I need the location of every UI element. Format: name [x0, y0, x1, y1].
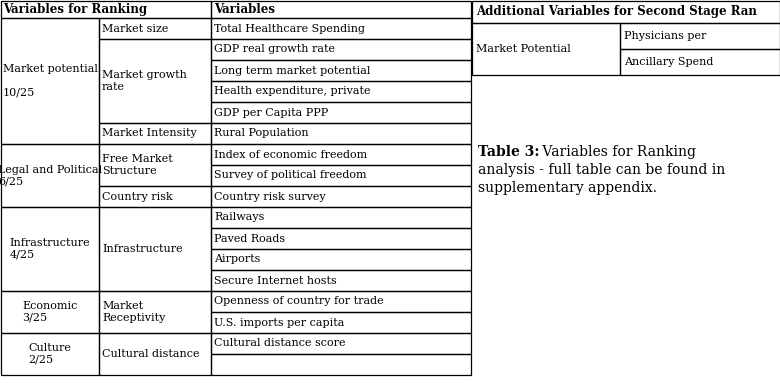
Text: Country risk survey: Country risk survey: [214, 192, 325, 201]
Bar: [99, 186, 211, 207]
Text: GDP real growth rate: GDP real growth rate: [214, 44, 335, 54]
Text: Physicians per: Physicians per: [624, 31, 707, 41]
Text: analysis - full table can be found in: analysis - full table can be found in: [478, 163, 725, 177]
Text: Cultural distance: Cultural distance: [102, 349, 200, 359]
Bar: [211, 354, 471, 375]
Bar: [1, 207, 99, 291]
Bar: [211, 312, 471, 333]
Text: Cultural distance score: Cultural distance score: [214, 339, 346, 349]
Text: Infrastructure
4/25: Infrastructure 4/25: [9, 238, 90, 260]
Bar: [211, 102, 471, 123]
Text: Market size: Market size: [102, 23, 168, 33]
Bar: [99, 291, 211, 333]
Text: Secure Internet hosts: Secure Internet hosts: [214, 275, 337, 285]
Text: Market Intensity: Market Intensity: [102, 129, 197, 139]
Bar: [211, 144, 471, 165]
Bar: [1, 1, 211, 18]
Text: Market potential

10/25: Market potential 10/25: [2, 64, 98, 98]
Text: Table 3:: Table 3:: [478, 145, 540, 159]
Text: Additional Variables for Second Stage Ran: Additional Variables for Second Stage Ra…: [476, 5, 757, 18]
Bar: [211, 60, 471, 81]
Text: Market Potential: Market Potential: [476, 44, 571, 54]
Bar: [99, 123, 211, 144]
Text: Culture
2/25: Culture 2/25: [29, 343, 72, 365]
Text: Legal and Political
6/25: Legal and Political 6/25: [0, 165, 102, 186]
Bar: [1, 144, 99, 207]
Bar: [211, 291, 471, 312]
Bar: [620, 49, 780, 75]
Bar: [472, 1, 780, 23]
Bar: [99, 39, 211, 123]
Bar: [211, 165, 471, 186]
Text: Variables for Ranking: Variables for Ranking: [3, 3, 147, 16]
Bar: [620, 23, 780, 49]
Bar: [99, 333, 211, 375]
Text: Airports: Airports: [214, 254, 261, 265]
Text: Openness of country for trade: Openness of country for trade: [214, 296, 384, 306]
Bar: [211, 207, 471, 228]
Text: Free Market
Structure: Free Market Structure: [102, 154, 172, 176]
Bar: [472, 23, 620, 75]
Text: Paved Roads: Paved Roads: [214, 234, 285, 244]
Text: GDP per Capita PPP: GDP per Capita PPP: [214, 108, 328, 118]
Bar: [211, 18, 471, 39]
Text: Variables: Variables: [214, 3, 275, 16]
Bar: [211, 333, 471, 354]
Text: Index of economic freedom: Index of economic freedom: [214, 149, 367, 159]
Text: Survey of political freedom: Survey of political freedom: [214, 170, 367, 180]
Text: Country risk: Country risk: [102, 192, 172, 201]
Bar: [1, 291, 99, 333]
Bar: [1, 333, 99, 375]
Bar: [211, 81, 471, 102]
Bar: [99, 207, 211, 291]
Bar: [211, 186, 471, 207]
Bar: [211, 123, 471, 144]
Text: supplementary appendix.: supplementary appendix.: [478, 181, 657, 195]
Text: Economic
3/25: Economic 3/25: [23, 301, 78, 323]
Text: Total Healthcare Spending: Total Healthcare Spending: [214, 23, 365, 33]
Text: Long term market potential: Long term market potential: [214, 65, 370, 75]
Text: U.S. imports per capita: U.S. imports per capita: [214, 318, 345, 327]
Bar: [1, 18, 99, 144]
Text: Rural Population: Rural Population: [214, 129, 309, 139]
Text: Variables for Ranking: Variables for Ranking: [538, 145, 696, 159]
Text: Market
Receptivity: Market Receptivity: [102, 301, 165, 323]
Text: Health expenditure, private: Health expenditure, private: [214, 87, 370, 97]
Bar: [211, 249, 471, 270]
Text: Market growth
rate: Market growth rate: [102, 70, 187, 92]
Text: Railways: Railways: [214, 213, 264, 223]
Text: Ancillary Spend: Ancillary Spend: [624, 57, 714, 67]
Bar: [99, 18, 211, 39]
Bar: [211, 39, 471, 60]
Bar: [211, 228, 471, 249]
Bar: [211, 270, 471, 291]
Bar: [99, 144, 211, 186]
Bar: [211, 1, 471, 18]
Text: Infrastructure: Infrastructure: [102, 244, 183, 254]
